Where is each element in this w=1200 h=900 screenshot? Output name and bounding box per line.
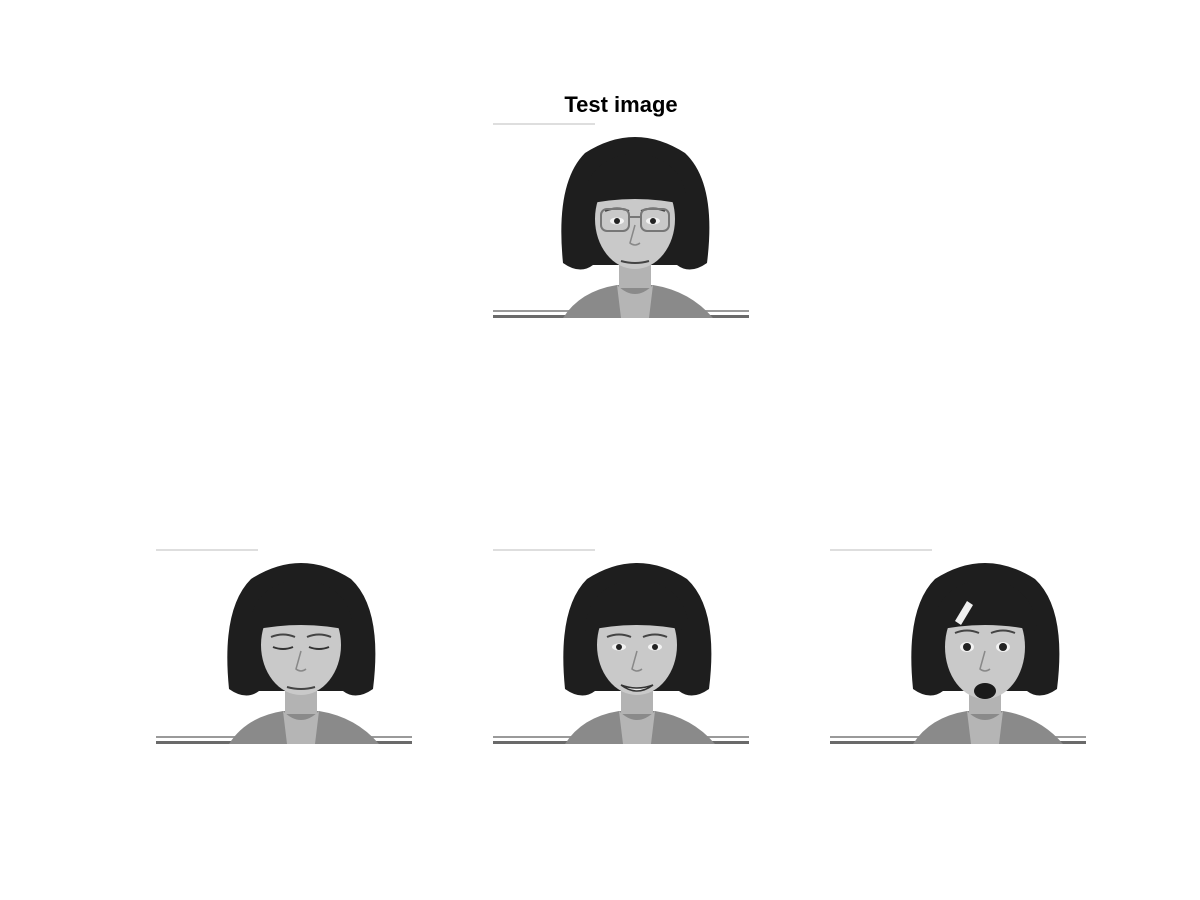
- left-pupil: [963, 643, 971, 651]
- figure-title: Test image: [564, 92, 678, 117]
- left-eyebrow: [954, 629, 980, 634]
- neck-collar: [619, 711, 655, 744]
- glasses-right-lens: [640, 208, 670, 232]
- face-image-surprised: [830, 549, 1086, 744]
- right-eyebrow: [642, 633, 668, 638]
- face-panel-surprised: [830, 549, 1086, 744]
- left-pupil: [616, 644, 622, 650]
- test-face-image: [493, 123, 749, 318]
- hair-fringe: [583, 153, 687, 205]
- face-panel-eyes-closed: [156, 549, 412, 744]
- mouth-neutral: [620, 260, 650, 264]
- mouth-smile: [620, 684, 654, 692]
- mouth-neutral: [286, 686, 316, 690]
- right-eye-closed: [308, 646, 330, 650]
- left-eye-closed: [272, 646, 294, 650]
- neck-collar: [283, 711, 319, 744]
- hair-fringe: [249, 579, 353, 631]
- nose: [295, 650, 307, 672]
- face-panel-smiling: [493, 549, 749, 744]
- right-eyebrow: [990, 629, 1016, 634]
- nose: [979, 650, 991, 672]
- left-eyebrow: [606, 633, 632, 638]
- hair-highlight: [955, 601, 973, 625]
- right-pupil: [999, 643, 1007, 651]
- face-image-smiling: [493, 549, 749, 744]
- mouth-open: [974, 683, 996, 699]
- neck-collar: [967, 711, 1003, 744]
- neck-collar: [617, 285, 653, 318]
- nose: [629, 224, 641, 246]
- hair-fringe: [585, 579, 689, 631]
- nose: [631, 650, 643, 672]
- left-pupil: [614, 218, 620, 224]
- glasses-left-lens: [600, 208, 630, 232]
- test-image-panel: [493, 123, 749, 318]
- right-pupil: [652, 644, 658, 650]
- left-eyebrow: [270, 633, 296, 638]
- right-pupil: [650, 218, 656, 224]
- right-eyebrow: [306, 633, 332, 638]
- face-image-eyes-closed: [156, 549, 412, 744]
